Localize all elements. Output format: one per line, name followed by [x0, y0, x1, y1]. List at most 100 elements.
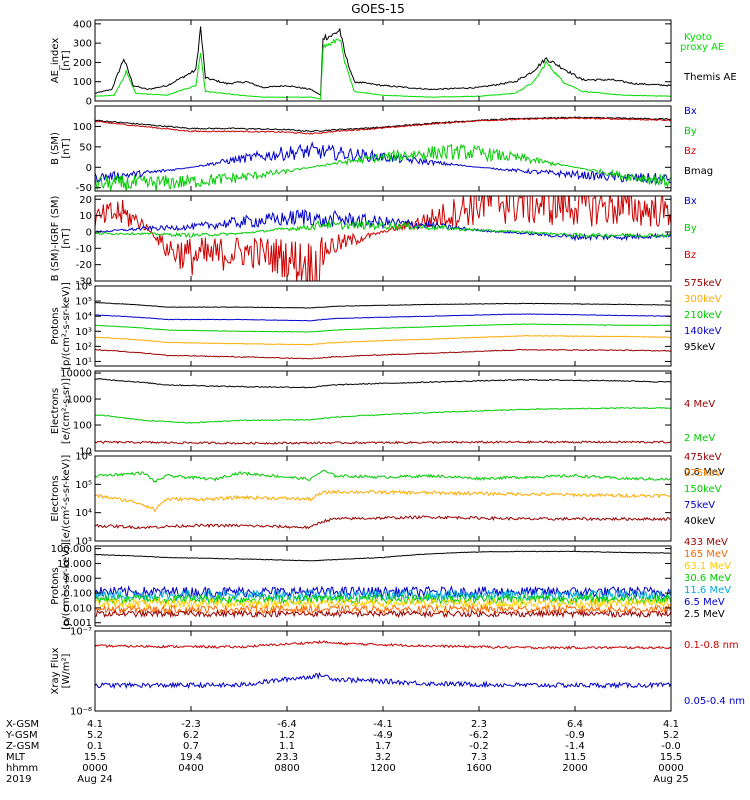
y-tick-label: 10⁶	[75, 452, 92, 463]
legend-entry: 6.5 MeV	[684, 597, 725, 608]
y-tick-label: 100	[73, 122, 92, 133]
orbit-row-value: -0.2	[469, 741, 489, 752]
series-line-bdiff-2	[95, 219, 671, 239]
series-line-protons_mev-6	[95, 609, 671, 619]
y-tick-label: 20	[79, 195, 92, 206]
orbit-row-label: MLT	[6, 752, 26, 763]
legend-entry: Bz	[684, 146, 696, 157]
legend: Bx By Bz Bmag	[684, 106, 713, 177]
y-tick-label: 10³	[75, 327, 92, 338]
orbit-row-label: 2019	[6, 774, 31, 785]
y-axis-label: Electrons[e/(cm²-s-sr)]	[50, 378, 72, 444]
y-tick-label: 10	[79, 211, 92, 222]
orbit-row-value: -6.2	[469, 730, 489, 741]
orbit-row-value: 0400	[178, 763, 203, 774]
series-line-protons_mev-0	[95, 550, 671, 562]
series-line-electrons_mev-2	[95, 440, 671, 445]
series-line-protons_mev-5	[95, 603, 671, 615]
y-axis-label: Protons[p/(cm²-s-sr-keV)]	[50, 282, 72, 370]
orbit-row-value: 4.1	[663, 719, 679, 730]
y-tick-label: 0.100	[63, 589, 92, 600]
y-tick-label: 0.010	[63, 603, 92, 614]
y-tick-label: 1.000	[63, 574, 92, 585]
orbit-row-label: Y-GSM	[5, 730, 38, 741]
series-line-electrons_kev-1	[95, 489, 671, 513]
series-line-protons_low-4	[95, 348, 671, 360]
series-line-protons_low-3	[95, 334, 671, 346]
series-line-protons_mev-2	[95, 588, 671, 602]
orbit-row-value: -4.9	[373, 730, 393, 741]
series-line-bsm-0	[95, 116, 671, 133]
legend-entry: 300keV	[684, 294, 722, 305]
legend-entry: 4 MeV	[684, 399, 715, 410]
legend-entry: 63.1 MeV	[684, 561, 731, 572]
legend-entry: 75keV	[684, 500, 715, 511]
y-tick-label: 10⁵	[75, 480, 92, 491]
legend: 475keV 275keV 150keV 75keV 40keV	[684, 452, 722, 527]
orbit-row-value: 1.2	[279, 730, 295, 741]
y-tick-label: -30	[76, 277, 92, 288]
legend-entry: 11.6 MeV	[684, 585, 731, 596]
legend-entry: 575keV	[684, 278, 722, 289]
orbit-row-value: 0800	[274, 763, 299, 774]
orbit-row-value: -2.3	[181, 719, 201, 730]
legend-entry: Bx	[684, 106, 697, 117]
y-tick-label: 100	[73, 77, 92, 88]
series-line-xray-0	[95, 640, 671, 650]
series-line-ae-1	[95, 38, 671, 100]
orbit-row-value: 0.1	[87, 741, 103, 752]
series-line-electrons_mev-0	[95, 378, 671, 389]
legend-entry: 0.6 MeV	[684, 467, 725, 478]
legend-entry: 150keV	[684, 484, 722, 495]
series-group	[95, 196, 671, 281]
orbit-row-value: 0.7	[183, 741, 199, 752]
legend-entry: 165 MeV	[684, 549, 728, 560]
y-tick-label: -10	[76, 244, 92, 255]
series-line-xray-1	[95, 671, 671, 690]
legend-entry: 0.05-0.4 nm	[684, 696, 745, 707]
series-group	[95, 26, 671, 100]
y-tick-label: 10⁴	[75, 508, 92, 519]
y-tick-label: 0	[86, 227, 92, 238]
y-tick-label: 100.000	[51, 544, 92, 555]
legend-entry: 210keV	[684, 310, 722, 321]
orbit-row-value: 1.1	[279, 741, 295, 752]
legend-entry: 40keV	[684, 516, 715, 527]
series-line-electrons_mev-1	[95, 406, 671, 424]
series-line-bsm-2	[95, 141, 671, 185]
legend-entry: Bz	[684, 250, 696, 261]
panel-frame	[94, 195, 672, 282]
chart-title: GOES-15	[351, 2, 405, 16]
orbit-row-value: 3.2	[375, 752, 391, 763]
orbit-row-value: 11.5	[564, 752, 586, 763]
orbit-row-label: hhmm	[6, 763, 38, 774]
series-group	[95, 116, 671, 191]
y-axis-label: B (SM)[nT]	[50, 132, 72, 165]
orbit-row-value: 2000	[562, 763, 587, 774]
y-tick-label: 300	[73, 39, 92, 50]
legend-entry: 2.5 MeV	[684, 609, 725, 620]
legend-entry: Themis AE	[683, 72, 737, 83]
series-group	[95, 550, 671, 619]
panel-frame	[94, 19, 672, 102]
series-line-protons_low-1	[95, 313, 671, 322]
y-axis-label: B (SM)-IGRF (SM)[nT]	[50, 196, 72, 282]
series-group	[95, 469, 671, 530]
y-tick-label: 0	[86, 97, 92, 108]
legend-entry: Bmag	[684, 166, 713, 177]
series-line-electrons_kev-2	[95, 515, 671, 530]
legend: 0.1-0.8 nm 0.05-0.4 nm	[684, 640, 745, 707]
orbit-row-value: 1600	[466, 763, 491, 774]
legend: 4 MeV 2 MeV 0.6 MeV	[684, 399, 725, 478]
y-tick-label: 10⁶	[75, 282, 92, 293]
legend-entry: By	[684, 126, 697, 137]
legend-entry: 30.6 MeV	[684, 573, 731, 584]
y-tick-label: 10000	[60, 369, 92, 380]
series-line-protons_low-0	[95, 301, 671, 309]
orbit-row-value: 5.2	[87, 730, 103, 741]
